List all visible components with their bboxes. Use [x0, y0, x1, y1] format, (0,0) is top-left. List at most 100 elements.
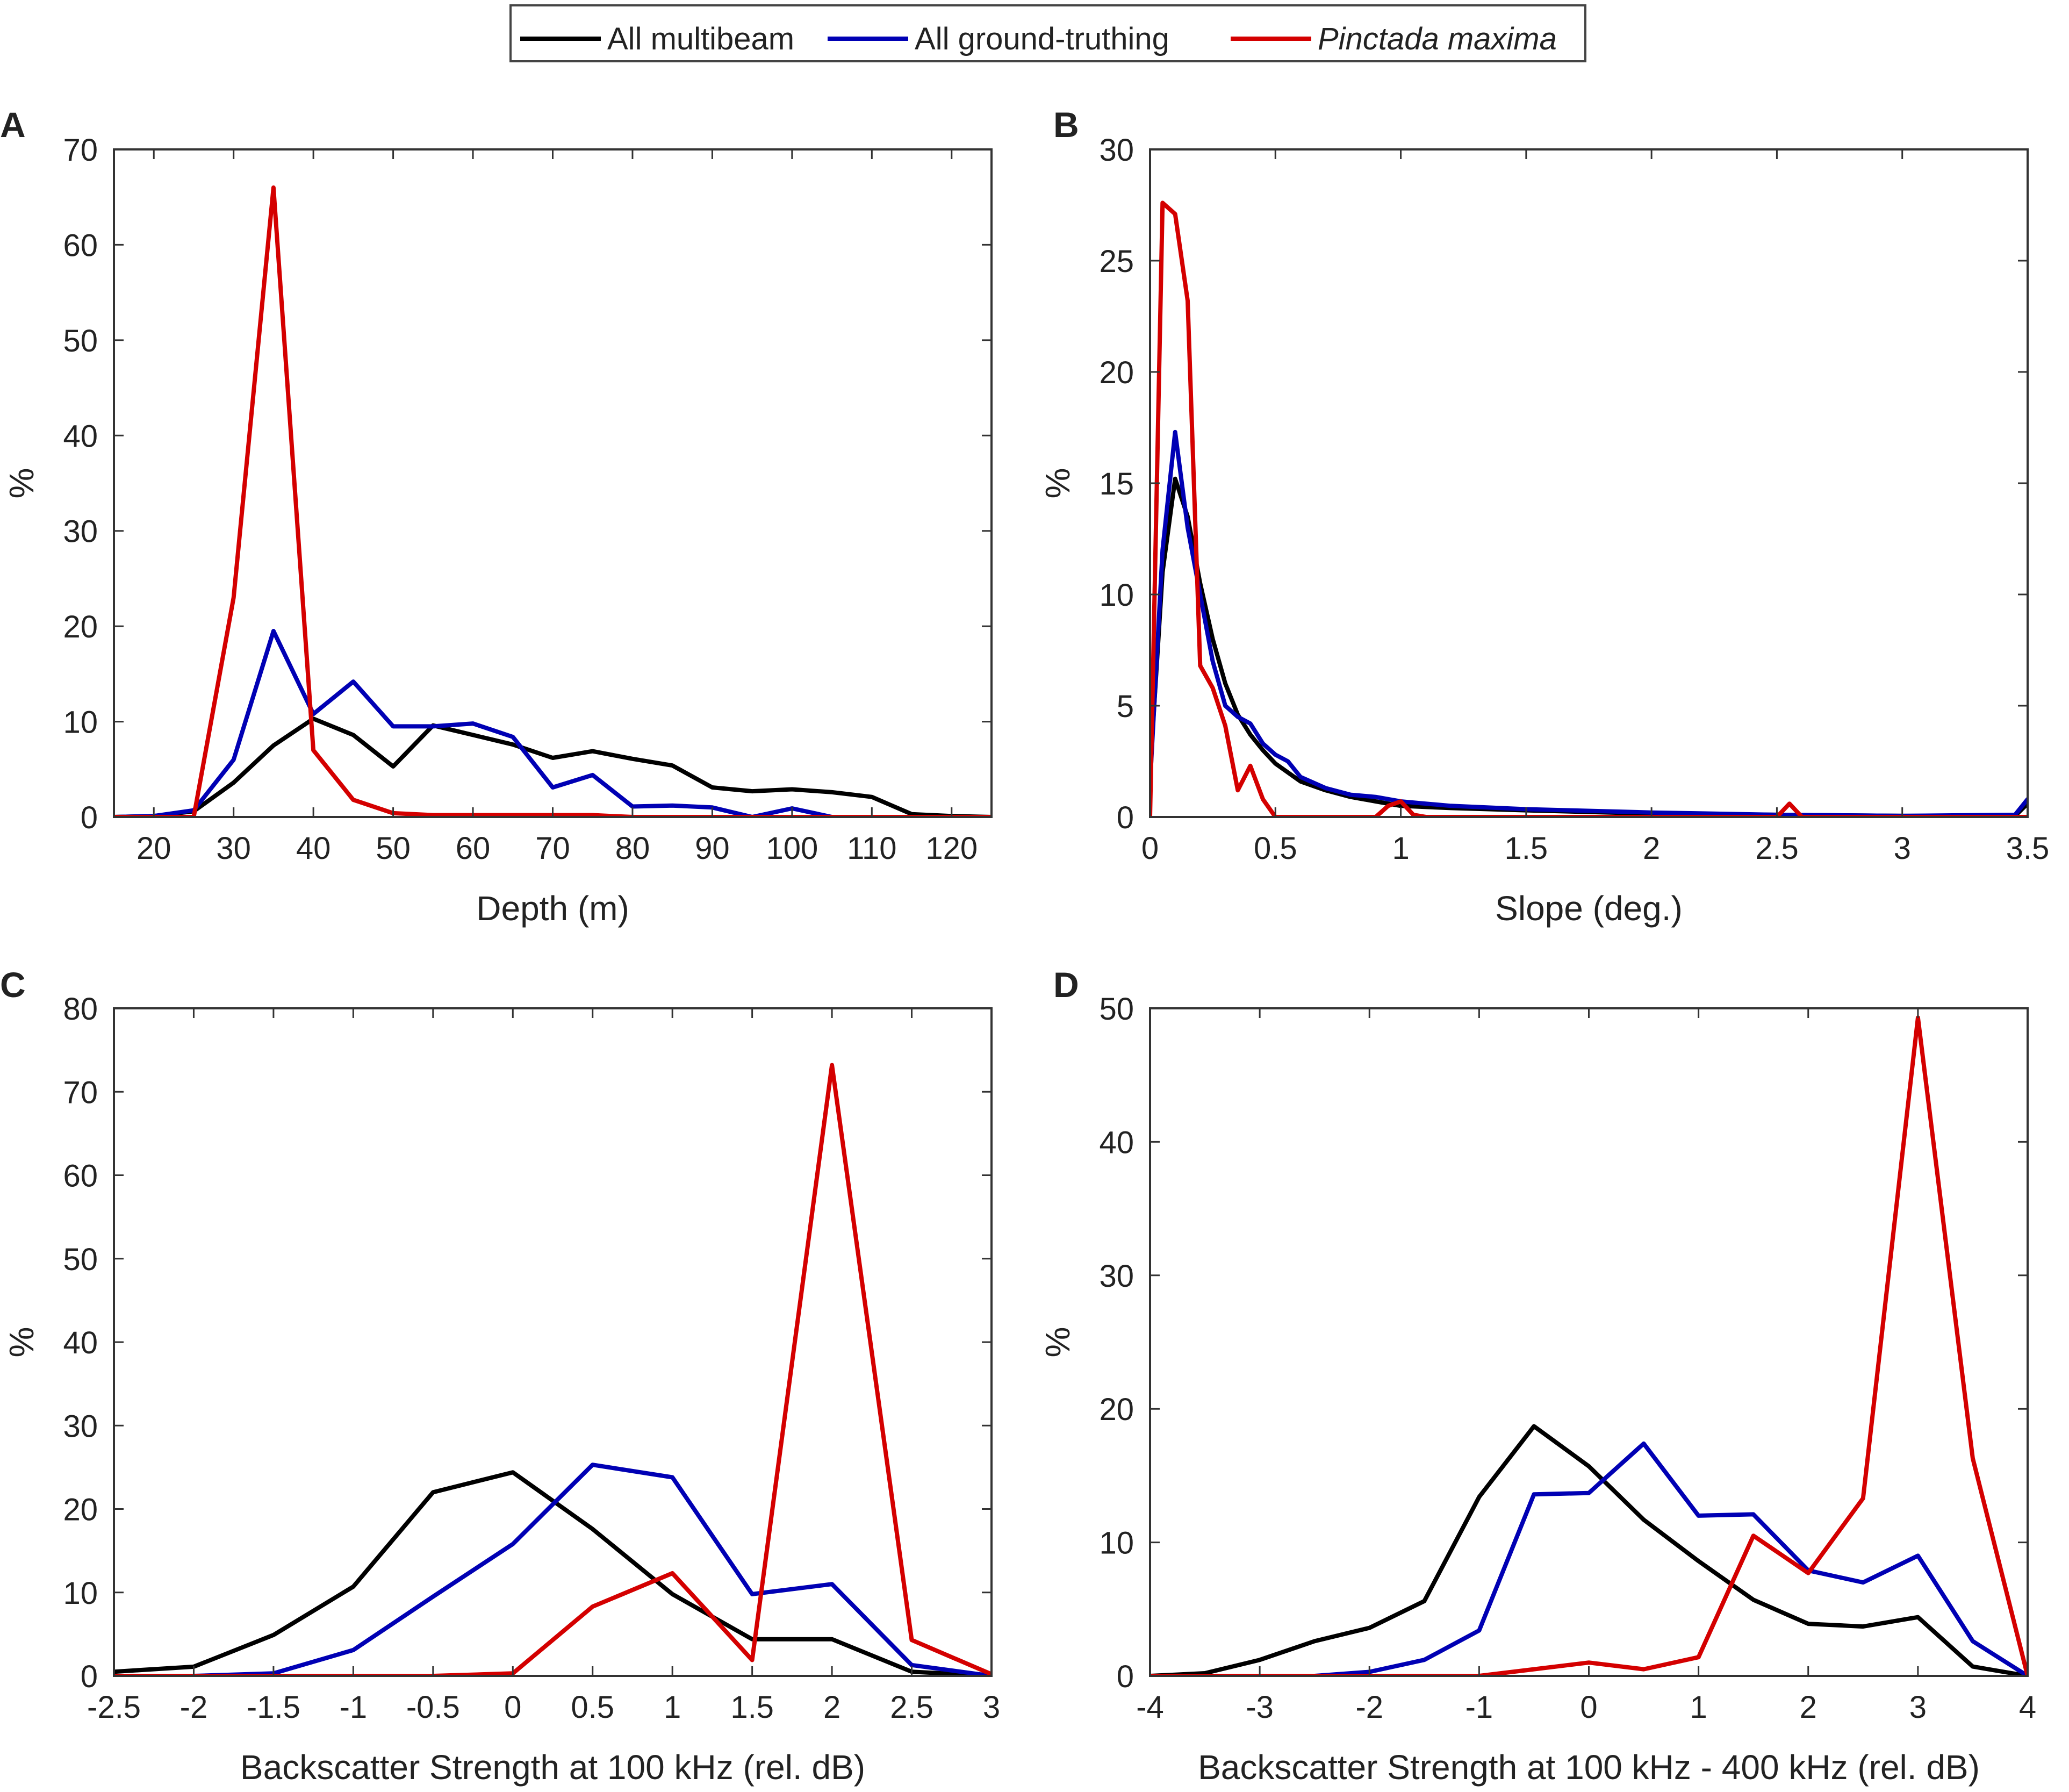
- panel-d-ytick-label: 30: [1099, 1259, 1134, 1294]
- panel-a-xtick-label: 60: [456, 831, 491, 866]
- panel-c: C-2.5 -2 -1.5 -1 -0.5 0 0.5 1 1.5 2 2.5 30102030405…: [0, 965, 1000, 1787]
- panel-c-xtick-label: 1: [664, 1690, 681, 1725]
- panel-d-xtick-label: -1: [1465, 1690, 1493, 1725]
- panel-b-xtick-label: 3: [1894, 831, 1911, 866]
- panel-b: B 0 0.5 1 1.5 2 2.5 3 3.5 0 5 10 15 20 25 30 Slope (deg.…: [1038, 105, 2049, 928]
- panel-d-ytick-label: 40: [1099, 1125, 1134, 1160]
- panel-d-series-pinctada-maxima: [1150, 1015, 2028, 1676]
- panel-c-series-all-multibeam: [114, 1470, 992, 1676]
- panel-c-ytick-label: 40: [63, 1325, 98, 1360]
- panel-b-letter: B: [1053, 105, 1079, 145]
- legend-box: [509, 4, 1586, 62]
- panel-a: A 20 30 40 50 60 70 80 90 100 110 120 0 10 20 30 40 50 60 7…: [0, 105, 993, 928]
- panel-a-xtick-label: 30: [216, 831, 251, 866]
- panel-b-xtick-label: 2: [1643, 831, 1660, 866]
- legend-label-multibeam: All multibeam: [607, 21, 794, 56]
- panel-c-plot-area: [114, 1008, 992, 1676]
- panel-a-xtick-label: 100: [766, 831, 818, 866]
- panel-b-ytick-label: 15: [1099, 467, 1134, 501]
- panel-b-xtick-label: 2.5: [1755, 831, 1799, 866]
- panel-c-xlabel: Backscatter Strength at 100 kHz (rel. dB…: [240, 1748, 865, 1787]
- panel-d-xtick-label: 3: [1909, 1690, 1927, 1725]
- panel-b-ylabel: %: [1038, 468, 1077, 499]
- panel-a-xtick-label: 80: [615, 831, 650, 866]
- panel-c-ytick-label: 50: [63, 1242, 98, 1277]
- panel-a-xtick-label: 40: [296, 831, 331, 866]
- panel-c-xtick-label: -1: [340, 1690, 368, 1725]
- panel-d-xtick-label: 1: [1690, 1690, 1707, 1725]
- panel-d-plot-area: [1150, 1008, 2028, 1676]
- panel-b-ytick-label: 25: [1099, 244, 1134, 279]
- panel-b-xtick-label: 1: [1392, 831, 1409, 866]
- panel-c-xtick-label: -2: [180, 1690, 208, 1725]
- panel-d-ytick-label: 20: [1099, 1392, 1134, 1427]
- panel-d-ytick-label: 0: [1117, 1659, 1134, 1694]
- panel-a-ytick-label: 30: [63, 514, 98, 549]
- panel-a-ytick-label: 40: [63, 419, 98, 454]
- panel-c-xtick-label: -0.5: [406, 1690, 460, 1725]
- panel-a-xtick-label: 110: [847, 831, 896, 866]
- panel-c-series-pinctada-maxima: [114, 1063, 992, 1676]
- panel-a-ytick-label: 60: [63, 228, 98, 263]
- panel-c-ylabel: %: [2, 1327, 41, 1358]
- panel-d-series-all-multibeam: [1150, 1424, 2028, 1676]
- panel-a-xtick-label: 90: [695, 831, 730, 866]
- panel-d-xtick-label: 0: [1580, 1690, 1597, 1725]
- legend: All multibeam All ground-truthing Pincta…: [509, 4, 1586, 62]
- panel-b-xtick-label: 0.5: [1254, 831, 1297, 866]
- panel-c-xtick-label: 1.5: [730, 1690, 774, 1725]
- panel-d-ylabel: %: [1038, 1327, 1077, 1358]
- panels: A20 30 40 50 60 70 80 90 100 110 12001020304050607…: [0, 105, 2049, 1787]
- panel-c-xtick-label: 3: [983, 1690, 1000, 1725]
- panel-a-ytick-label: 50: [63, 324, 98, 359]
- panel-a-ytick-label: 0: [81, 800, 98, 835]
- panel-d-series: [1150, 1015, 2028, 1676]
- panel-a-ytick-label: 10: [63, 705, 98, 740]
- panel-a-xtick-label: 120: [925, 831, 978, 866]
- panel-a-series-all-ground-truthing: [114, 629, 992, 817]
- panel-b-xtick-label: 0: [1141, 831, 1159, 866]
- panel-c-ytick-label: 10: [63, 1576, 98, 1611]
- panel-a-xtick-label: 50: [376, 831, 411, 866]
- panel-c-xtick-label: -1.5: [247, 1690, 300, 1725]
- panel-b-ytick-label: 0: [1117, 800, 1134, 835]
- panel-d-ytick-label: 50: [1099, 992, 1134, 1027]
- panel-c-xtick-label: 0: [504, 1690, 521, 1725]
- panel-d-xtick-label: -2: [1355, 1690, 1383, 1725]
- panel-a-xtick-label: 70: [535, 831, 570, 866]
- panel-b-series-pinctada-maxima: [1150, 200, 2028, 817]
- panel-c-ytick-label: 30: [63, 1409, 98, 1444]
- panel-b-xlabel: Slope (deg.): [1495, 889, 1683, 928]
- panel-a-ytick-label: 20: [63, 610, 98, 644]
- panel-a-xtick-label: 20: [137, 831, 171, 866]
- panel-a-ylabel: %: [2, 468, 41, 499]
- panel-a-ytick-label: 70: [63, 133, 98, 168]
- panel-d-xtick-label: 2: [1800, 1690, 1817, 1725]
- panel-b-ytick-label: 20: [1099, 355, 1134, 390]
- panel-c-ytick-label: 20: [63, 1493, 98, 1528]
- panel-a-plot-area: [114, 149, 992, 817]
- panel-c-xtick-label: 0.5: [571, 1690, 614, 1725]
- panel-b-ytick-label: 30: [1099, 133, 1134, 168]
- panel-c-xtick-label: 2: [823, 1690, 840, 1725]
- panel-c-xtick-label: -2.5: [87, 1690, 141, 1725]
- panel-b-plot-area: [1150, 149, 2028, 817]
- panel-c-ytick-label: 60: [63, 1159, 98, 1194]
- panel-a-letter: A: [0, 105, 26, 145]
- panel-c-letter: C: [0, 965, 26, 1005]
- panel-a-xlabel: Depth (m): [476, 889, 629, 928]
- legend-label-pinctada: Pinctada maxima: [1318, 21, 1557, 56]
- panel-d-ytick-label: 10: [1099, 1526, 1134, 1561]
- panel-b-ytick-label: 10: [1099, 578, 1134, 613]
- panel-c-ytick-label: 70: [63, 1075, 98, 1110]
- panel-c-ytick-label: 80: [63, 992, 98, 1027]
- legend-label-ground-truthing: All ground-truthing: [915, 21, 1169, 56]
- panel-c-ytick-label: 0: [81, 1659, 98, 1694]
- panel-d-xtick-label: 4: [2019, 1690, 2036, 1725]
- panel-d-xtick-label: -4: [1136, 1690, 1164, 1725]
- panel-d-xtick-label: -3: [1246, 1690, 1274, 1725]
- panel-b-xtick-label: 1.5: [1505, 831, 1548, 866]
- panel-d-xlabel: Backscatter Strength at 100 kHz - 400 kH…: [1198, 1748, 1980, 1787]
